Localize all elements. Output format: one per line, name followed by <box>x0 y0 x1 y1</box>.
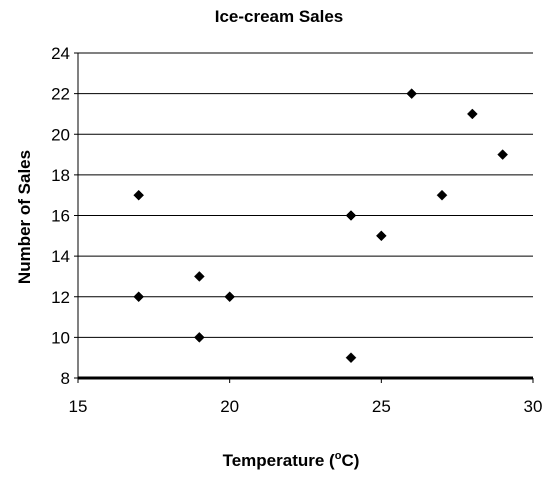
x-axis-title-suffix: C) <box>341 451 359 470</box>
y-tick-label-20: 20 <box>51 125 70 144</box>
x-axis-title: Temperature (oC) <box>223 450 360 470</box>
y-axis-ticks: 8 10 12 14 16 18 20 22 24 <box>51 44 78 388</box>
y-tick-label-10: 10 <box>51 328 70 347</box>
x-tick-label-30: 30 <box>524 397 543 416</box>
data-point-8 <box>375 230 387 242</box>
grid-lines <box>78 52 533 338</box>
data-point-12 <box>497 149 509 160</box>
chart-title: Ice-cream Sales <box>215 7 344 26</box>
y-axis-title: Number of Sales <box>15 150 34 284</box>
data-point-2 <box>133 291 145 303</box>
data-point-6 <box>345 210 357 221</box>
data-point-9 <box>406 88 418 99</box>
data-point-1 <box>133 189 145 201</box>
x-axis-ticks: 15 20 25 30 <box>69 378 543 416</box>
x-axis-title-superscript: o <box>335 450 342 462</box>
x-tick-label-20: 20 <box>220 397 239 416</box>
y-tick-label-18: 18 <box>51 166 70 185</box>
data-point-3 <box>193 271 205 282</box>
data-point-7 <box>345 352 357 364</box>
y-tick-label-8: 8 <box>61 369 70 388</box>
y-tick-label-14: 14 <box>51 247 70 266</box>
y-tick-label-24: 24 <box>51 44 70 63</box>
y-tick-label-12: 12 <box>51 288 70 307</box>
y-tick-label-22: 22 <box>51 85 70 104</box>
plot-area: 8 10 12 14 16 18 20 22 24 15 20 25 30 <box>51 44 542 416</box>
data-point-5 <box>224 291 236 303</box>
x-tick-label-15: 15 <box>69 397 88 416</box>
y-tick-label-16: 16 <box>51 207 70 226</box>
data-point-11 <box>466 108 478 120</box>
data-point-4 <box>193 332 205 343</box>
data-points <box>133 88 509 364</box>
x-tick-label-25: 25 <box>372 397 391 416</box>
data-point-10 <box>436 189 448 201</box>
x-axis-title-main: Temperature ( <box>223 451 335 470</box>
